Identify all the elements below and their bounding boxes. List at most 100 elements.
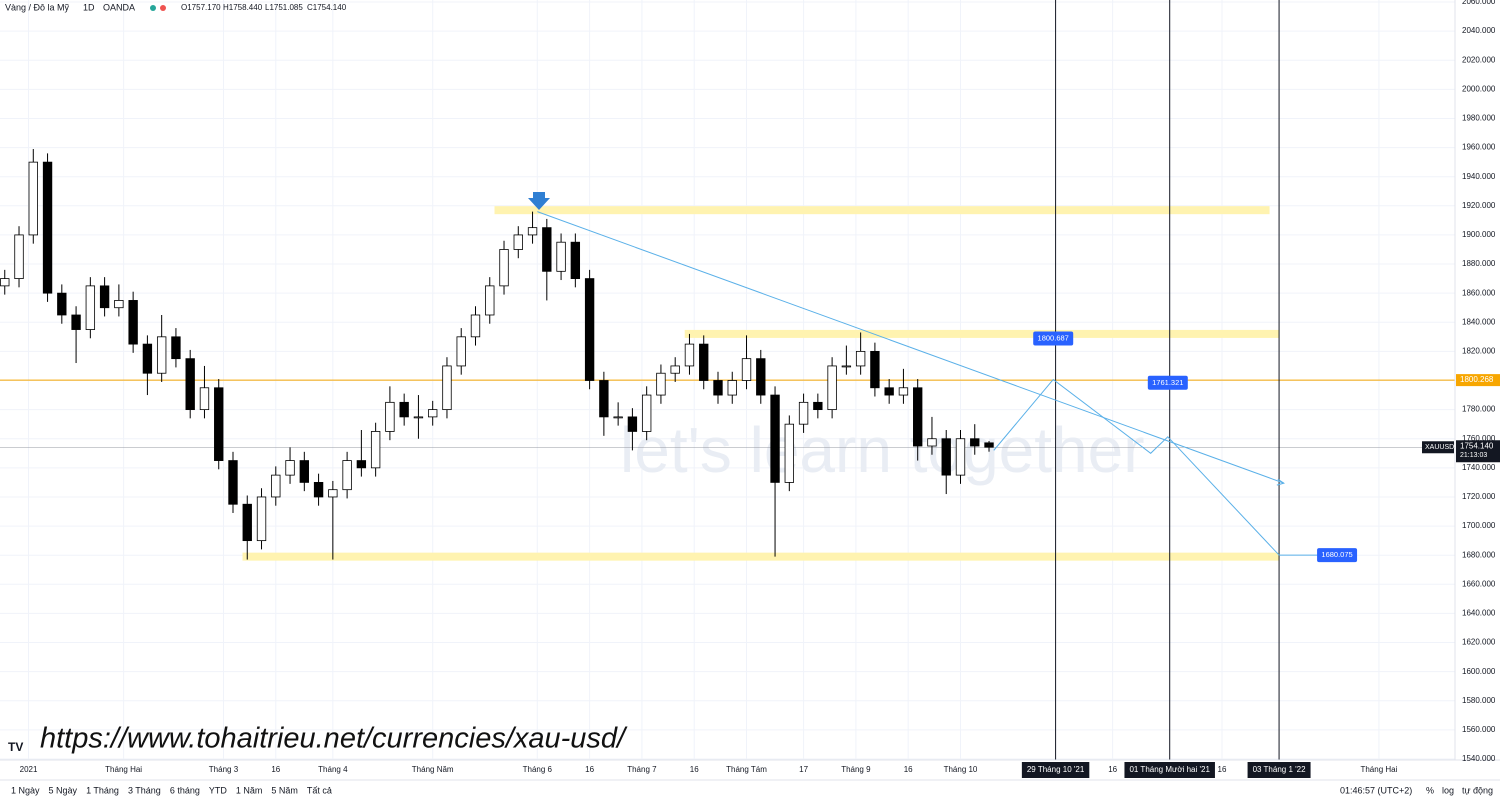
zone xyxy=(494,206,1270,215)
candle-body xyxy=(927,438,937,447)
range-button[interactable]: 1 Ngày xyxy=(11,785,40,795)
ohlc-value: H1758.440 xyxy=(223,3,263,12)
auto-toggle[interactable]: tự động xyxy=(1462,785,1493,795)
candle-body xyxy=(870,350,880,389)
y-tick-label: 2020.000 xyxy=(1462,55,1496,64)
candle-body xyxy=(299,460,309,483)
candle-body xyxy=(214,387,224,461)
vertical-line-label-box xyxy=(1247,762,1311,778)
candle-body xyxy=(827,365,837,411)
candle-body xyxy=(285,460,295,476)
ohlc-value: L1751.085 xyxy=(265,3,303,12)
projection-path xyxy=(993,378,1280,556)
candle-body xyxy=(85,285,96,330)
candle-body xyxy=(57,292,67,316)
vertical-line-label: 29 Tháng 10 '21 xyxy=(1027,765,1085,774)
y-tick-label: 1660.000 xyxy=(1462,579,1496,588)
percent-toggle[interactable]: % xyxy=(1426,785,1434,795)
log-toggle[interactable]: log xyxy=(1442,785,1454,795)
candle-body xyxy=(385,401,395,432)
candle-body xyxy=(513,234,523,250)
y-tick-label: 1940.000 xyxy=(1462,172,1496,181)
candle-body xyxy=(527,227,538,236)
candle-body xyxy=(813,401,823,411)
candle-body xyxy=(328,489,338,498)
candle-body xyxy=(727,380,737,396)
candle-body xyxy=(798,401,809,425)
price-box-label: 1761.321 xyxy=(1152,378,1183,387)
y-tick-label: 1960.000 xyxy=(1462,143,1496,152)
candle-body xyxy=(199,387,210,411)
y-tick-label: 1700.000 xyxy=(1462,521,1496,530)
watermark-url: https://www.tohaitrieu.net/currencies/xa… xyxy=(40,723,628,755)
price-box xyxy=(1147,375,1188,390)
last-price-box xyxy=(1456,440,1500,463)
tv-logo: TV xyxy=(8,740,23,754)
y-tick-label: 1920.000 xyxy=(1462,201,1496,210)
ohlc-value: C1754.140 xyxy=(307,3,347,12)
candle-body xyxy=(984,442,994,448)
x-tick-label: Tháng 7 xyxy=(627,765,657,774)
candle-body xyxy=(499,249,509,287)
y-tick-label: 1640.000 xyxy=(1462,609,1496,618)
y-tick-label: 1780.000 xyxy=(1462,405,1496,414)
y-tick-label: 1860.000 xyxy=(1462,288,1496,297)
x-tick-label: Tháng 3 xyxy=(209,765,239,774)
countdown: 21:13:03 xyxy=(1460,452,1487,459)
candle-body xyxy=(0,278,10,287)
marker-arrow xyxy=(528,192,550,210)
y-tick-label: 1620.000 xyxy=(1462,638,1496,647)
vertical-line-label-box xyxy=(1124,762,1215,778)
symbol-label: XAUUSD xyxy=(1425,444,1454,451)
x-tick-label: Tháng 10 xyxy=(944,765,978,774)
candle-body xyxy=(684,343,695,367)
y-tick-label: 1540.000 xyxy=(1462,754,1496,763)
y-tick-label: 2040.000 xyxy=(1462,26,1496,35)
vertical-line-label: 03 Tháng 1 '22 xyxy=(1253,765,1307,774)
x-tick-label: 16 xyxy=(1108,765,1117,774)
zone xyxy=(242,552,1280,561)
candle-body xyxy=(256,496,267,542)
y-tick-label: 1820.000 xyxy=(1462,346,1496,355)
candle-body xyxy=(627,416,638,432)
price-label-box xyxy=(1456,374,1500,387)
candle-body xyxy=(313,482,324,498)
candle-body xyxy=(271,474,281,498)
range-button[interactable]: 3 Tháng xyxy=(128,785,161,795)
zones xyxy=(0,206,1455,561)
x-tick-label: Tháng Tám xyxy=(726,765,767,774)
candle-body xyxy=(128,300,138,345)
x-tick-label: 2021 xyxy=(20,765,38,774)
candle-body xyxy=(413,416,424,419)
range-button[interactable]: Tất cả xyxy=(307,785,332,795)
price-box-label: 1680.075 xyxy=(1321,550,1352,559)
x-tick-label: 16 xyxy=(690,765,699,774)
range-button[interactable]: 1 Năm xyxy=(236,785,263,795)
range-button[interactable]: 5 Ngày xyxy=(49,785,78,795)
candle-body xyxy=(556,241,566,272)
candle-body xyxy=(970,438,980,447)
vertical-line-label-box xyxy=(1021,762,1090,778)
range-button[interactable]: 5 Năm xyxy=(271,785,298,795)
price-label: 1800.268 xyxy=(1460,375,1494,384)
candle-body xyxy=(142,343,153,374)
range-button[interactable]: 1 Tháng xyxy=(86,785,119,795)
y-tick-label: 1580.000 xyxy=(1462,696,1496,705)
vertical-line-label: 01 Tháng Mười hai '21 xyxy=(1129,765,1210,774)
x-tick-label: Tháng 6 xyxy=(523,765,553,774)
y-tick-label: 1760.000 xyxy=(1462,434,1496,443)
price-box-label: 1800.687 xyxy=(1038,333,1069,342)
y-tick-label: 1560.000 xyxy=(1462,725,1496,734)
range-button[interactable]: YTD xyxy=(209,785,228,795)
candles xyxy=(0,149,994,560)
candle-body xyxy=(570,241,581,279)
y-tick-label: 2060.000 xyxy=(1462,0,1496,6)
price-box xyxy=(1033,331,1074,346)
candle-body xyxy=(28,161,38,236)
candle-body xyxy=(228,460,238,505)
candle-body xyxy=(356,460,367,469)
range-button[interactable]: 6 tháng xyxy=(170,785,200,795)
candle-body xyxy=(171,336,181,360)
candle-body xyxy=(699,343,709,381)
